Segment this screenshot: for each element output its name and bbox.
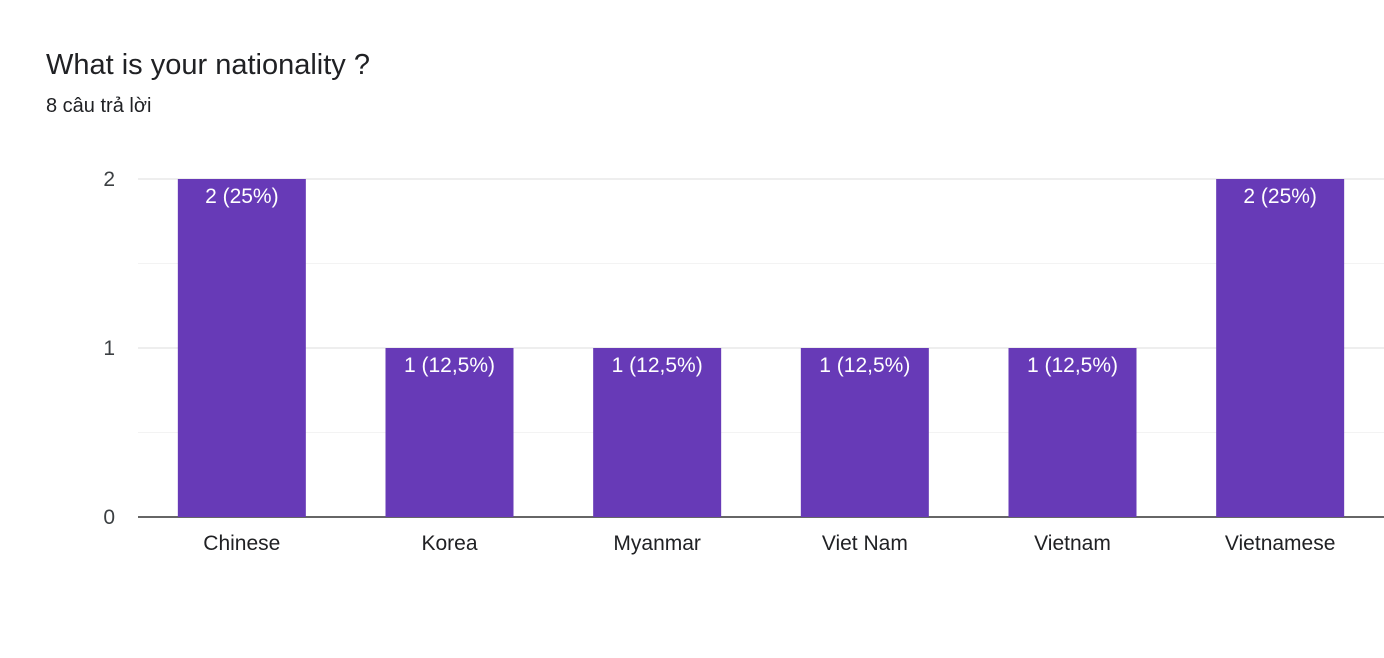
y-tick-label: 0 <box>103 506 115 529</box>
grid-layer <box>138 178 1384 518</box>
x-category-label: Myanmar <box>613 532 701 555</box>
bar-myanmar <box>593 348 722 517</box>
label-layer: 0 1 2 2 (25%) Chinese 1 (12,5%) Korea 1 (12,5%)… <box>103 168 1335 555</box>
bar-korea <box>385 348 514 517</box>
bar-layer <box>177 179 1345 517</box>
data-label: 1 (12,5%) <box>819 354 910 377</box>
x-category-label: Vietnamese <box>1225 532 1336 555</box>
question-title: What is your nationality ? <box>46 49 370 81</box>
x-category-label: Korea <box>421 532 477 555</box>
data-label: 2 (25%) <box>205 185 279 208</box>
response-count: 8 câu trả lời <box>46 95 152 117</box>
y-tick-label: 2 <box>103 168 115 191</box>
data-label: 2 (25%) <box>1243 185 1317 208</box>
data-label: 1 (12,5%) <box>1027 354 1118 377</box>
x-category-label: Viet Nam <box>822 532 908 555</box>
bar-vietnamese <box>1216 179 1345 517</box>
bar-chinese <box>177 179 306 517</box>
bar-viet-nam <box>800 348 929 517</box>
data-label: 1 (12,5%) <box>612 354 703 377</box>
bar-vietnam <box>1008 348 1137 517</box>
x-category-label: Chinese <box>203 532 280 555</box>
data-label: 1 (12,5%) <box>404 354 495 377</box>
x-category-label: Vietnam <box>1034 532 1111 555</box>
y-tick-label: 1 <box>103 337 115 360</box>
